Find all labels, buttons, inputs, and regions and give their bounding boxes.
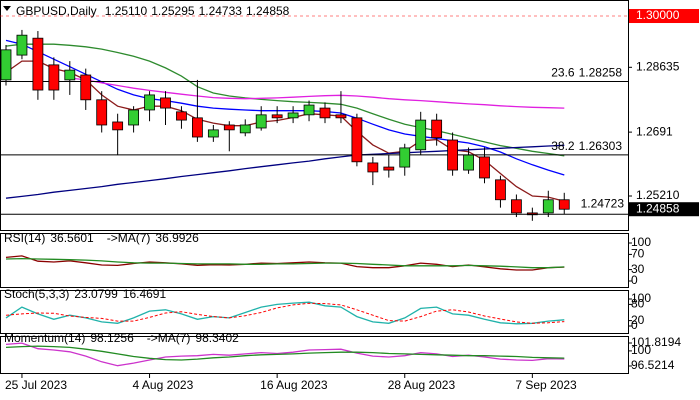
candle-body (463, 154, 474, 171)
indicator-line (5, 345, 565, 361)
y-tick-label: 100 (631, 235, 651, 249)
fibo-level: 38.2 (551, 139, 575, 153)
moving-average (69, 77, 565, 109)
indicator-value: 36.9926 (155, 231, 199, 245)
quote: 1.25295 (151, 4, 195, 18)
fibo-level: 23.6 (551, 66, 575, 80)
indicator-value: 36.5601 (50, 231, 94, 245)
y-tick-label: 70 (631, 247, 645, 261)
indicator-name: Momentum(14) (4, 331, 85, 345)
candle-body (479, 156, 490, 179)
x-tick-label: 4 Aug 2023 (133, 378, 194, 392)
x-tick-label: 25 Jul 2023 (5, 378, 67, 392)
indicator-line (5, 301, 565, 325)
candle-body (319, 107, 331, 119)
moving-average (5, 144, 565, 199)
candle-body (128, 109, 140, 126)
y-tick-label: 100 (631, 291, 651, 305)
candle-body (287, 112, 299, 119)
price-box (629, 202, 699, 217)
candle-body (160, 97, 171, 109)
y-tick-label: 80 (631, 297, 645, 311)
quote: 1.24858 (246, 4, 290, 18)
x-tick-label: 28 Aug 2023 (388, 378, 456, 392)
quote: 1.25110 (105, 4, 148, 18)
candle-body (32, 37, 44, 91)
moving-average (5, 60, 565, 202)
indicator-name: RSI(14) (4, 231, 45, 245)
menu-icon (3, 6, 11, 11)
candle-body (223, 124, 235, 131)
moving-average (5, 43, 565, 157)
y-tick-label: 30 (631, 262, 645, 276)
y-tick-label: 96.5214 (631, 358, 675, 372)
y-tick-label: 101.8194 (631, 335, 681, 349)
indicator-series-name: ->MA(7) (107, 231, 151, 245)
y-tick-label: 0 (631, 318, 638, 332)
y-tick-label: 100 (631, 343, 651, 357)
symbol: GBPUSD,Daily (16, 4, 97, 18)
rsi-panel-frame (0, 233, 629, 288)
candle-body (96, 99, 108, 126)
candle-body (510, 199, 522, 214)
candle-body (80, 74, 92, 101)
fibo-price: 1.26303 (579, 139, 623, 153)
x-tick-label: 7 Sep 2023 (515, 378, 577, 392)
y-tick-label: 1.25210 (636, 188, 680, 202)
indicator-series-name: ->MA(7) (147, 331, 191, 345)
moving-average (5, 39, 565, 176)
candle-body (112, 121, 124, 131)
candle-body (399, 147, 411, 168)
y-tick-label: 0 (631, 273, 638, 287)
indicator-value: 98.1256 (90, 331, 134, 345)
candle-body (383, 166, 395, 171)
x-tick-label: 16 Aug 2023 (260, 378, 328, 392)
candle-body (48, 64, 60, 91)
candle-body (255, 114, 267, 129)
y-tick-label: 20 (631, 313, 645, 327)
candle-body (64, 69, 76, 81)
candle-body (176, 111, 187, 121)
candle-body (16, 34, 28, 56)
candle-body (271, 114, 283, 119)
indicator-line (5, 257, 565, 269)
candle-body (415, 119, 427, 151)
candle-body (335, 114, 347, 119)
indicator-value: 16.4691 (123, 287, 167, 301)
quote: 1.24733 (199, 4, 243, 18)
alert-label: 1.30000 (636, 8, 680, 22)
fibo-price: 1.28258 (579, 66, 623, 80)
indicator-line (5, 302, 565, 324)
main-panel-frame (0, 0, 629, 231)
candle-body (495, 179, 506, 201)
candle-body (239, 124, 251, 134)
stoch-panel-frame (0, 290, 629, 334)
candle-body (542, 199, 554, 214)
candle-body (351, 117, 363, 163)
candle-body (144, 94, 155, 111)
y-tick-label: 1.2691 (636, 124, 673, 138)
level-label: 1.24723 (581, 196, 625, 210)
momentum-panel-frame (0, 336, 629, 374)
indicator-name: Stoch(5,3,3) (4, 287, 69, 301)
y-tick-label: 1.28635 (636, 59, 680, 73)
candle-body (558, 199, 570, 210)
candle-body (303, 104, 315, 116)
candle-body (447, 139, 459, 171)
price-label: 1.24858 (636, 201, 680, 215)
candle-body (207, 129, 219, 138)
indicator-value: 23.0799 (74, 287, 118, 301)
indicator-value: 98.3402 (195, 331, 239, 345)
candle-body (431, 119, 443, 139)
candle-body (0, 49, 12, 81)
candle-body (367, 162, 379, 173)
alert-box (629, 9, 699, 24)
candle-body (191, 117, 203, 138)
